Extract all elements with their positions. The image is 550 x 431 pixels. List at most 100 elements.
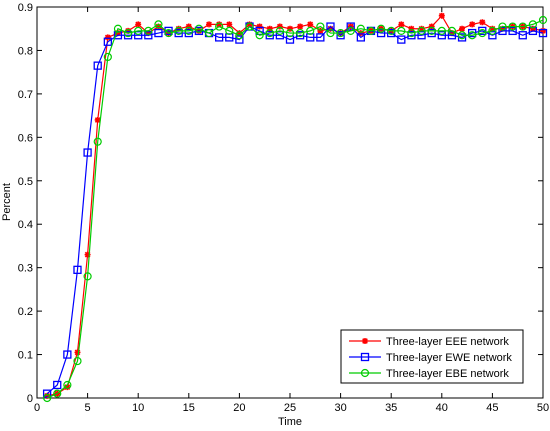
legend-marker xyxy=(360,368,370,378)
data-point xyxy=(448,30,455,37)
data-point xyxy=(73,356,82,366)
y-tick-label: 0.1 xyxy=(18,350,33,362)
data-point xyxy=(44,392,51,399)
data-point xyxy=(93,137,102,146)
data-point xyxy=(316,33,325,42)
data-point xyxy=(93,61,102,70)
data-point xyxy=(488,26,497,35)
data-point xyxy=(194,24,204,33)
x-tick-label: 45 xyxy=(486,402,498,414)
legend-markers xyxy=(360,338,370,378)
legend: Three-layer EEE network Three-layer EWE … xyxy=(340,329,524,384)
x-tick-label: 5 xyxy=(85,402,91,414)
data-point xyxy=(174,26,183,35)
data-point xyxy=(398,21,405,28)
data-point xyxy=(63,380,72,390)
data-point xyxy=(387,26,396,35)
data-point xyxy=(276,23,283,30)
data-point xyxy=(316,22,325,31)
y-axis: 0 0.1 0.2 0.3 0.4 0.5 0.6 0.7 0.8 0.9 xyxy=(18,2,543,405)
data-point xyxy=(204,28,214,38)
x-tick-label: 20 xyxy=(233,402,245,414)
data-point xyxy=(397,35,406,44)
data-point xyxy=(336,31,345,40)
y-tick-label: 0.8 xyxy=(18,45,33,57)
legend-entry: Three-layer EBE network xyxy=(349,368,509,380)
x-tick-label: 10 xyxy=(132,402,144,414)
data-point xyxy=(164,28,173,38)
data-point xyxy=(145,30,152,37)
data-point xyxy=(53,389,62,398)
data-point xyxy=(469,21,476,28)
data-point xyxy=(356,24,365,33)
legend-marker xyxy=(360,352,370,362)
data-point xyxy=(356,33,365,42)
data-point xyxy=(123,31,133,40)
data-point xyxy=(215,22,224,31)
y-tick-label: 0.7 xyxy=(18,89,33,101)
data-point xyxy=(216,21,223,28)
data-point xyxy=(206,21,213,28)
data-point xyxy=(103,52,112,62)
data-point xyxy=(164,26,173,36)
data-point xyxy=(488,31,497,40)
data-point xyxy=(154,20,163,29)
data-point xyxy=(346,26,355,35)
data-point xyxy=(154,28,163,38)
data-point xyxy=(427,28,436,38)
data-point xyxy=(235,35,244,44)
data-point xyxy=(123,28,133,38)
data-point xyxy=(457,33,467,42)
data-point xyxy=(134,31,143,40)
data-point xyxy=(407,28,416,38)
data-point xyxy=(83,148,92,157)
data-point xyxy=(306,26,315,35)
data-point xyxy=(73,265,82,274)
data-point xyxy=(225,26,234,35)
data-point xyxy=(236,30,243,37)
data-point xyxy=(336,28,345,38)
data-point xyxy=(327,25,334,32)
data-point xyxy=(43,393,52,403)
series-2 xyxy=(43,15,548,403)
data-point xyxy=(144,26,153,35)
data-point xyxy=(427,26,436,35)
data-point xyxy=(538,28,548,38)
data-point xyxy=(174,28,183,38)
data-point xyxy=(194,26,204,36)
data-point xyxy=(498,22,507,31)
data-point xyxy=(104,34,111,41)
data-point xyxy=(317,27,324,34)
y-tick-label: 0.6 xyxy=(18,132,33,144)
data-point xyxy=(144,31,153,40)
data-point xyxy=(265,28,274,38)
data-point xyxy=(184,26,193,35)
x-axis: 0 5 10 15 20 25 30 35 40 45 50 xyxy=(34,7,549,414)
x-tick-label: 0 xyxy=(34,402,40,414)
data-point xyxy=(84,251,91,258)
data-point xyxy=(508,22,517,31)
data-point xyxy=(428,23,435,30)
data-point xyxy=(518,22,527,31)
data-point xyxy=(255,31,264,40)
legend-marker xyxy=(362,338,368,344)
data-point xyxy=(184,28,193,38)
data-point xyxy=(538,15,548,25)
data-point xyxy=(134,26,143,35)
y-axis-label: Percent xyxy=(1,183,13,221)
data-point xyxy=(387,28,396,38)
data-point xyxy=(285,28,295,38)
data-point xyxy=(498,26,507,36)
x-tick-label: 25 xyxy=(284,402,296,414)
data-point xyxy=(175,25,182,32)
data-point xyxy=(155,23,162,30)
x-tick-label: 30 xyxy=(334,402,346,414)
y-tick-label: 0.4 xyxy=(18,219,33,231)
data-point xyxy=(457,31,467,40)
data-point xyxy=(266,25,273,32)
data-point xyxy=(407,31,416,40)
data-point xyxy=(346,22,355,31)
data-point xyxy=(468,31,477,40)
legend-label-eee: Three-layer EEE network xyxy=(386,336,509,348)
